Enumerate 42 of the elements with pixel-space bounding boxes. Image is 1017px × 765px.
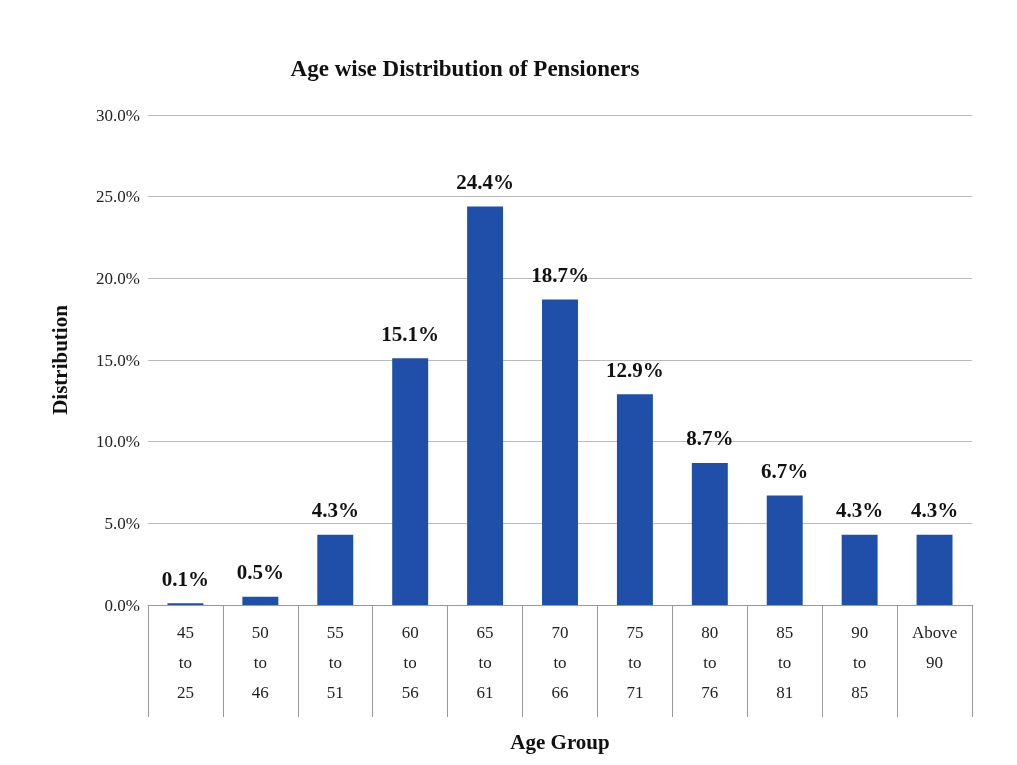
y-tick-label: 30.0% [96,105,140,125]
x-tick-label: 75 to 71 [626,622,644,702]
bar [242,596,279,605]
bar [916,534,953,605]
y-tick-label: 25.0% [96,187,140,207]
data-label: 8.7% [686,426,734,451]
bar [542,299,578,605]
x-tick-label: 45 to 25 [176,622,194,702]
y-tick-label: 0.0% [104,595,140,615]
bar [616,394,653,605]
bar [392,358,429,605]
bar [691,462,728,605]
x-axis-title: Age Group [510,729,610,754]
x-tick-label: Above 90 [911,622,958,672]
y-tick-label: 5.0% [104,513,140,533]
data-label: 15.1% [381,321,440,346]
bar [766,495,803,605]
x-tick-label: 65 to 61 [476,622,494,702]
x-tick-label: 50 to 46 [251,622,269,702]
data-label: 4.3% [910,498,959,523]
y-tick-label: 15.0% [96,350,140,370]
data-label: 6.7% [761,459,809,484]
data-label: 18.7% [531,263,589,288]
y-tick-label: 10.0% [96,432,140,452]
x-tick-label: 85 to 81 [776,622,794,702]
chart-title: Age wise Distribution of Pensioners [290,56,640,81]
bar [317,534,354,605]
y-tick-label: 20.0% [96,268,140,288]
data-label: 0.1% [161,566,210,591]
bar [467,206,504,605]
data-label: 4.3% [836,498,884,523]
data-label: 0.5% [236,560,284,585]
x-tick-label: 70 to 66 [551,622,569,702]
data-label: 12.9% [606,357,664,382]
data-label: 24.4% [456,169,514,194]
x-tick-label: 90 to 85 [851,622,869,702]
bar [841,534,878,605]
x-tick-label: 60 to 56 [401,622,419,702]
data-label: 4.3% [311,498,359,523]
y-axis-title: Distribution [47,304,72,415]
x-tick-label: 55 to 51 [326,622,344,702]
x-tick-label: 80 to 76 [701,622,719,702]
